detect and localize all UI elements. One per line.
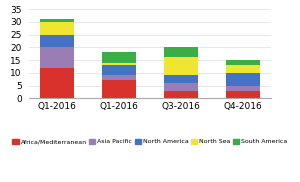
Bar (164, 47, 198, 58)
Bar (226, 73, 260, 86)
Bar (164, 91, 198, 98)
Bar (40, 47, 74, 68)
Bar (40, 19, 74, 22)
Legend: Africa/Mediterranean, Asia Pacific, North America, North Sea, South America: Africa/Mediterranean, Asia Pacific, Nort… (10, 136, 290, 147)
Bar (40, 35, 74, 47)
Bar (164, 75, 198, 83)
Bar (164, 83, 198, 91)
Bar (102, 52, 136, 63)
Bar (226, 86, 260, 91)
Bar (40, 22, 74, 35)
Bar (102, 75, 136, 80)
Bar (226, 91, 260, 98)
Bar (40, 68, 74, 98)
Bar (226, 65, 260, 73)
Bar (164, 58, 198, 75)
Bar (102, 63, 136, 65)
Bar (102, 65, 136, 75)
Bar (102, 80, 136, 98)
Bar (226, 60, 260, 65)
